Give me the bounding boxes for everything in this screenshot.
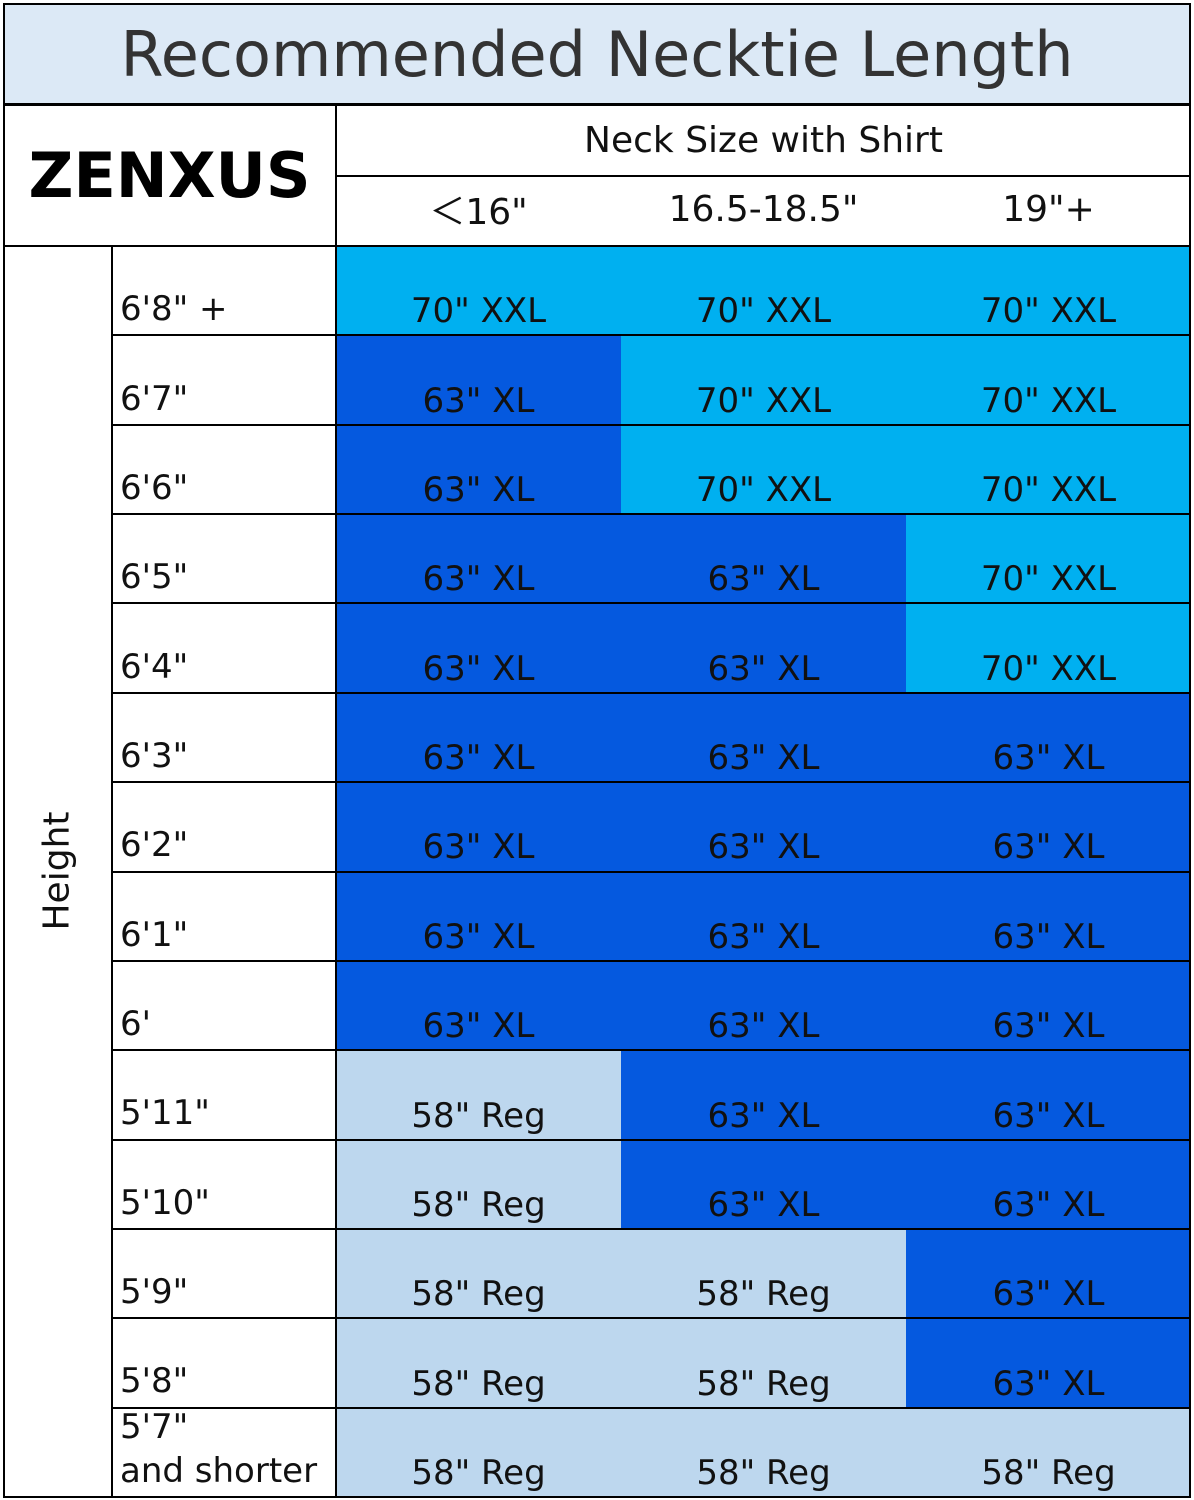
- cell: 58" Reg: [906, 1407, 1191, 1497]
- border: [3, 104, 1191, 106]
- cell: 63" XL: [621, 1050, 906, 1140]
- row-label: 6'3": [120, 735, 189, 776]
- cell: 63" XL: [336, 692, 621, 783]
- cell: 63" XL: [621, 514, 906, 604]
- row-line: [112, 513, 1191, 516]
- cell: 63" XL: [621, 1139, 906, 1229]
- column-label: 16.5-18.5": [668, 188, 859, 230]
- cell: 63" XL: [336, 603, 621, 693]
- row-label: 6'4": [120, 646, 189, 687]
- cell: 70" XXL: [621, 335, 906, 425]
- row-label: 6'5": [120, 557, 189, 598]
- row-label: 6': [120, 1004, 151, 1044]
- row-line: [112, 423, 1191, 426]
- cell: 58" Reg: [336, 1139, 621, 1229]
- cell: 58" Reg: [621, 1228, 906, 1319]
- row-group: Height: [36, 811, 78, 931]
- cell: 63" XL: [621, 960, 906, 1051]
- border: [3, 1496, 1191, 1498]
- cell: 58" Reg: [336, 1228, 621, 1319]
- cell: 70" XXL: [906, 424, 1191, 515]
- row-label: 6'2": [120, 825, 189, 866]
- cell: 58" Reg: [336, 1318, 621, 1408]
- cell: 58" Reg: [621, 1318, 906, 1408]
- row-label: 6'6": [120, 467, 189, 508]
- border: [1189, 3, 1191, 1498]
- border: [3, 245, 1191, 247]
- cell: 63" XL: [336, 424, 621, 515]
- row-line: [112, 1227, 1191, 1230]
- row-label: 5'10": [120, 1182, 210, 1223]
- cell: 63" XL: [621, 692, 906, 783]
- cell: 70" XXL: [621, 424, 906, 515]
- row-label: 5'7" and shorter: [120, 1406, 318, 1491]
- title: Recommended Necktie Length: [3, 3, 1191, 105]
- cell: 63" XL: [621, 782, 906, 872]
- cell: 70" XXL: [336, 246, 621, 336]
- column-label: 19"+: [1002, 188, 1095, 230]
- border: [335, 105, 337, 1497]
- border: [3, 3, 5, 1498]
- row-line: [112, 1317, 1191, 1320]
- row-line: [112, 1049, 1191, 1052]
- cell: 63" XL: [336, 871, 621, 961]
- cell: 63" XL: [336, 782, 621, 872]
- cell: 63" XL: [621, 871, 906, 961]
- cell: 63" XL: [336, 514, 621, 604]
- column-group: Neck Size with Shirt: [584, 120, 943, 161]
- row-line: [112, 781, 1191, 784]
- row-line: [112, 602, 1191, 605]
- cell: 70" XXL: [906, 603, 1191, 693]
- row-label: 6'8" +: [120, 289, 228, 330]
- row-line: [112, 691, 1191, 694]
- row-label: 6'1": [120, 914, 189, 955]
- cell: 70" XXL: [621, 246, 906, 336]
- cell: 63" XL: [336, 335, 621, 425]
- border: [111, 246, 113, 1497]
- row-label: 5'8": [120, 1361, 189, 1402]
- border: [336, 175, 1191, 177]
- row-line: [112, 1138, 1191, 1141]
- cell: 58" Reg: [621, 1407, 906, 1497]
- cell: 63" XL: [906, 1318, 1191, 1408]
- cell: 70" XXL: [906, 246, 1191, 336]
- row-line: [112, 1406, 1191, 1409]
- row-group-box: Height: [3, 246, 112, 1497]
- cell: 58" Reg: [336, 1050, 621, 1140]
- row-line: [112, 870, 1191, 873]
- cell: 63" XL: [906, 692, 1191, 783]
- row-label: 6'7": [120, 378, 189, 419]
- column-label: ＜16": [429, 192, 528, 233]
- row-label: 5'11": [120, 1093, 210, 1134]
- brand: ZENXUS: [28, 139, 311, 212]
- cell: 70" XXL: [906, 514, 1191, 604]
- cell: 63" XL: [336, 960, 621, 1051]
- row-label: 5'9": [120, 1272, 189, 1313]
- cell: 63" XL: [906, 1050, 1191, 1140]
- cell: 58" Reg: [336, 1407, 621, 1497]
- row-line: [112, 334, 1191, 337]
- cell: 70" XXL: [906, 335, 1191, 425]
- cell: 63" XL: [906, 960, 1191, 1051]
- row-line: [112, 959, 1191, 962]
- cell: 63" XL: [906, 871, 1191, 961]
- cell: 63" XL: [906, 1139, 1191, 1229]
- cell: 63" XL: [621, 603, 906, 693]
- cell: 63" XL: [906, 782, 1191, 872]
- cell: 63" XL: [906, 1228, 1191, 1319]
